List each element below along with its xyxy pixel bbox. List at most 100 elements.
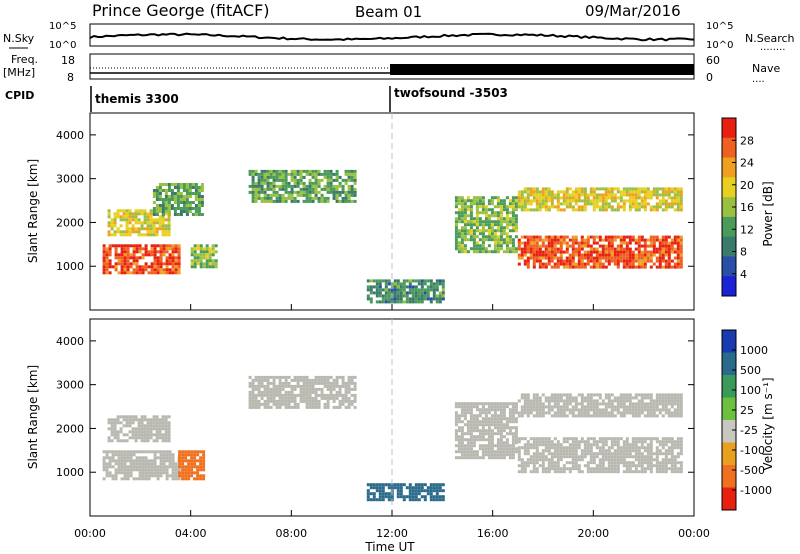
velocity-cell-r3 [269,393,273,397]
power-cell-r0 [150,268,154,272]
power-cell-r7 [676,235,680,239]
velocity-cell-r7 [556,399,560,403]
power-cell-r0 [177,256,181,260]
velocity-cell-r7 [643,393,647,397]
velocity-cell-r6 [538,452,542,456]
power-colorbar-tick-label-4: 12 [740,223,754,236]
velocity-cell-r3 [308,378,312,382]
power-cell-r2 [185,189,189,192]
velocity-cell-r3 [332,396,336,400]
velocity-cell-r7 [667,393,671,397]
power-cell-r0 [159,259,163,263]
power-cell-r8 [538,205,542,209]
velocity-cell-r7 [604,393,608,397]
power-cell-r8 [616,190,620,194]
velocity-cell-r5 [502,435,506,439]
power-cell-r7 [526,238,530,242]
power-cell-r4 [290,187,294,191]
power-cell-r7 [625,256,629,260]
velocity-cell-r5 [514,408,518,412]
velocity-cell-r7 [670,411,674,415]
power-cell-r2 [176,189,180,192]
velocity-cell-r6 [646,452,650,456]
velocity-cell-r7 [676,402,680,406]
velocity-cell-r6 [592,455,596,459]
power-cell-r8 [658,199,662,203]
velocity-cell-r1 [134,436,138,440]
power-cell-r7 [658,238,662,242]
velocity-cell-r7 [556,393,560,397]
power-cell-r7 [592,241,596,245]
power-cell-r4 [272,190,276,194]
velocity-cell-r3 [311,390,315,394]
velocity-cell-r6 [586,437,590,441]
velocity-cell-r7 [646,411,650,415]
power-cell-r4 [287,172,291,176]
power-cell-r5 [375,279,379,283]
power-cell-r0 [174,262,178,266]
velocity-cell-r6 [586,446,590,450]
power-cell-r8 [601,187,605,191]
velocity-cell-r6 [667,452,671,456]
velocity-cell-r7 [592,399,596,403]
power-cell-r7 [595,259,599,263]
velocity-cell-r2 [187,462,191,466]
power-cell-r4 [317,172,321,176]
velocity-cell-r3 [326,375,330,379]
velocity-cell-r2 [184,465,188,469]
velocity-cell-r6 [655,458,659,462]
velocity-cell-r6 [643,458,647,462]
velocity-cell-r0 [144,471,148,475]
velocity-cell-r3 [260,402,264,406]
power-cell-r0 [102,247,106,251]
velocity-cell-r1 [164,433,168,437]
power-cell-r6 [460,214,464,218]
power-cell-r4 [299,181,303,185]
velocity-cell-r6 [655,449,659,453]
power-cell-r8 [628,187,632,191]
velocity-cell-r5 [472,453,476,457]
power-cell-r7 [616,253,620,257]
power-cell-r0 [114,244,118,248]
power-cell-r7 [568,265,572,269]
velocity-cell-r5 [505,417,509,421]
velocity-cell-r7 [538,411,542,415]
velocity-cell-r6 [664,452,668,456]
power-cell-r4 [284,187,288,191]
velocity-cell-r2 [193,456,197,460]
power-cell-r0 [144,244,148,248]
power-cell-r4 [251,181,255,185]
power-cell-r4 [353,178,357,182]
velocity-cell-r7 [589,396,593,400]
power-cell-r2 [167,198,171,201]
power-cell-r8 [517,193,521,197]
power-cell-r7 [568,262,572,266]
velocity-cell-r5 [502,453,506,457]
power-cell-r6 [466,250,470,254]
velocity-cell-r1 [137,424,141,428]
power-cell-r6 [466,229,470,233]
power-cell-r2 [197,213,201,216]
power-cell-r8 [643,199,647,203]
power-cell-r6 [481,244,485,248]
power-cell-r0 [105,268,109,272]
velocity-cell-r6 [607,437,611,441]
velocity-cell-r6 [556,443,560,447]
velocity-cell-r1 [134,418,138,422]
velocity-cell-r6 [673,461,677,465]
power-cell-r7 [649,256,653,260]
velocity-cell-r5 [466,432,470,436]
power-cell-r4 [290,196,294,200]
velocity-cell-r3 [350,402,354,406]
velocity-cell-r5 [499,450,503,454]
velocity-cell-r5 [472,441,476,445]
power-cell-r0 [165,262,169,266]
velocity-cell-r6 [670,455,674,459]
power-cell-r8 [637,190,641,194]
velocity-cell-r6 [634,467,638,471]
velocity-cell-r3 [254,387,258,391]
velocity-cell-r6 [541,464,545,468]
power-cell-r4 [344,172,348,176]
velocity-cell-r6 [541,452,545,456]
velocity-cell-r6 [613,449,617,453]
